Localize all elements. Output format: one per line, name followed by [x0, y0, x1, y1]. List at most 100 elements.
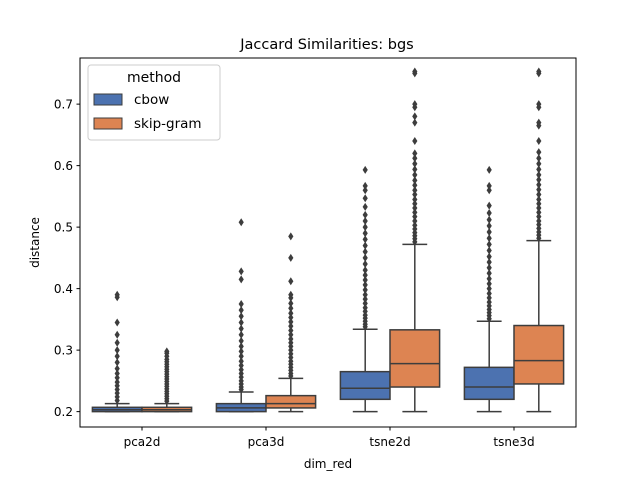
outlier-point: [536, 165, 542, 174]
outlier-point: [486, 293, 492, 302]
box-iqr: [389, 329, 441, 388]
outlier-point: [486, 246, 492, 255]
outlier-point: [412, 100, 418, 109]
outlier-point: [114, 358, 120, 367]
outlier-point: [412, 190, 418, 199]
outlier-point: [536, 67, 542, 76]
outlier-point: [486, 263, 492, 272]
outlier-point: [486, 201, 492, 210]
outlier-point: [536, 190, 542, 199]
outlier-point: [536, 204, 542, 213]
outlier-point: [238, 324, 244, 333]
outlier-point: [536, 195, 542, 204]
box-iqr: [463, 366, 515, 401]
outlier-point: [362, 223, 368, 232]
outlier-point: [288, 299, 294, 308]
box-cbow-pca2d: [91, 290, 143, 413]
outlier-point: [362, 260, 368, 269]
outlier-point: [114, 369, 120, 378]
outlier-point: [486, 289, 492, 298]
outlier-point: [412, 112, 418, 121]
outlier-point: [412, 118, 418, 127]
box-cbow-tsne2d: [339, 165, 391, 413]
outlier-point: [412, 186, 418, 195]
outlier-point: [238, 300, 244, 308]
legend-title: method: [127, 70, 181, 86]
outlier-point: [486, 258, 492, 267]
outlier-point: [536, 118, 542, 127]
outlier-point: [536, 159, 542, 168]
outlier-point: [114, 338, 120, 347]
outlier-point: [412, 165, 418, 174]
x-axis: pca2d pca3d tsne2d tsne3d: [124, 427, 535, 449]
y-axis: 0.2 0.3 0.4 0.5 0.6 0.7: [54, 98, 80, 419]
outlier-point: [288, 317, 294, 326]
outlier-point: [412, 154, 418, 163]
outlier-point: [362, 229, 368, 238]
outlier-point: [536, 137, 542, 146]
outlier-point: [486, 284, 492, 293]
outlier-point: [362, 290, 368, 299]
outlier-point: [114, 318, 120, 327]
plot-frame: [79, 57, 577, 428]
x-tick-label: pca2d: [124, 435, 161, 449]
outlier-point: [362, 276, 368, 285]
outlier-point: [238, 267, 244, 276]
outlier-point: [238, 342, 244, 351]
legend-label-skip-gram: skip-gram: [134, 116, 202, 132]
outlier-point: [536, 170, 542, 179]
outlier-point: [536, 216, 542, 225]
outlier-point: [238, 330, 244, 339]
outlier-point: [288, 313, 294, 322]
x-axis-label: dim_red: [304, 457, 352, 471]
outlier-point: [362, 247, 368, 256]
outlier-point: [486, 269, 492, 278]
outlier-point: [362, 165, 368, 174]
outlier-point: [288, 304, 294, 313]
y-tick-label: 0.7: [54, 98, 73, 112]
outlier-point: [362, 235, 368, 244]
outlier-point: [362, 216, 368, 225]
x-tick-label: tsne3d: [493, 435, 534, 449]
outlier-point: [486, 274, 492, 283]
outlier-point: [238, 218, 244, 227]
outlier-point: [412, 216, 418, 225]
outlier-point: [412, 176, 418, 185]
outlier-point: [362, 271, 368, 280]
outlier-point: [114, 330, 120, 339]
outlier-point: [288, 326, 294, 335]
outlier-point: [164, 347, 170, 356]
outlier-point: [412, 149, 418, 158]
outlier-point: [238, 306, 244, 315]
outlier-point: [486, 215, 492, 224]
outlier-point: [114, 290, 120, 299]
outlier-point: [238, 361, 244, 370]
outlier-point: [536, 180, 542, 189]
outlier-point: [362, 295, 368, 304]
outlier-point: [486, 234, 492, 243]
outlier-point: [536, 185, 542, 194]
outlier-point: [362, 299, 368, 308]
outlier-point: [238, 347, 244, 356]
outlier-point: [536, 208, 542, 217]
outlier-point: [486, 298, 492, 307]
outlier-point: [238, 275, 244, 284]
outlier-point: [486, 181, 492, 190]
outlier-point: [412, 208, 418, 217]
outlier-point: [412, 67, 418, 76]
y-tick-label: 0.4: [54, 282, 73, 296]
outlier-point: [412, 195, 418, 204]
outlier-point: [412, 159, 418, 168]
box-cbow-pca3d: [215, 218, 267, 413]
outlier-point: [238, 365, 244, 374]
outlier-point: [288, 290, 294, 299]
outlier-point: [114, 346, 120, 355]
outlier-point: [288, 330, 294, 339]
outlier-point: [486, 186, 492, 195]
outlier-point: [486, 228, 492, 237]
y-tick-label: 0.2: [54, 405, 73, 419]
outlier-point: [288, 232, 294, 241]
outlier-point: [412, 212, 418, 221]
x-tick-label: pca3d: [248, 435, 285, 449]
